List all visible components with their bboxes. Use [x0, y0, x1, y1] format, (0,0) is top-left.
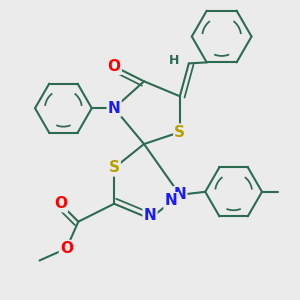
Text: S: S	[174, 124, 185, 140]
Text: O: O	[60, 241, 73, 256]
Text: N: N	[173, 187, 186, 202]
Text: O: O	[54, 196, 67, 211]
Text: N: N	[164, 193, 177, 208]
Text: H: H	[169, 54, 179, 67]
Text: N: N	[108, 101, 121, 116]
Text: N: N	[144, 208, 156, 223]
Text: S: S	[109, 160, 120, 175]
Text: O: O	[108, 59, 121, 74]
